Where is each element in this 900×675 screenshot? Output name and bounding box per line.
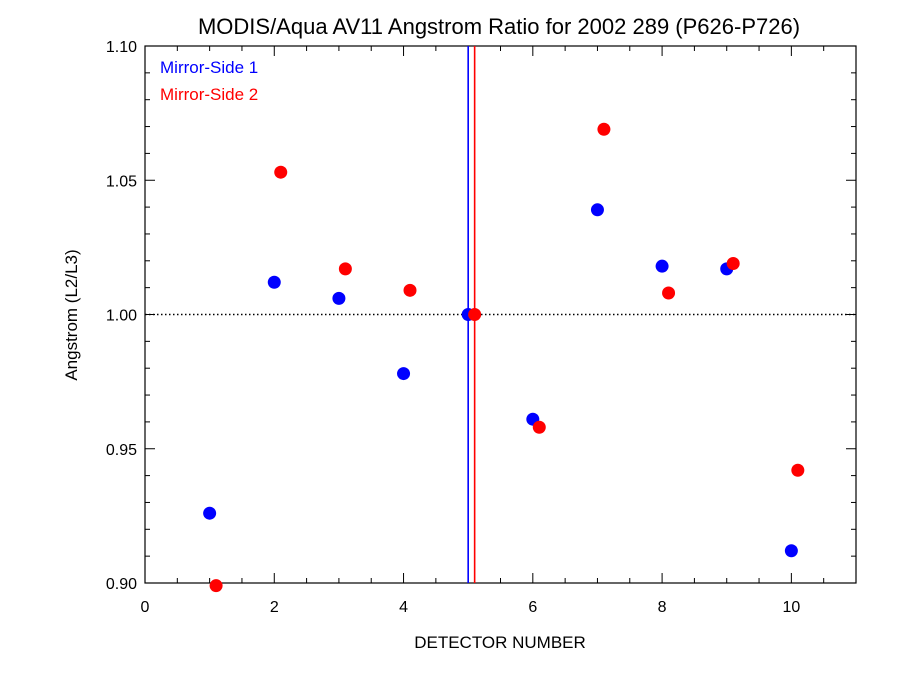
data-point-series-2 bbox=[209, 579, 223, 593]
x-axis-label: DETECTOR NUMBER bbox=[414, 633, 586, 652]
data-point-series-1 bbox=[397, 367, 411, 381]
x-tick-label: 0 bbox=[141, 599, 150, 616]
data-point-series-2 bbox=[274, 165, 288, 179]
data-point-series-1 bbox=[655, 259, 669, 273]
data-point-series-2 bbox=[662, 286, 676, 300]
y-tick-label: 1.10 bbox=[106, 39, 137, 56]
reference-lines bbox=[145, 46, 856, 583]
legend: Mirror-Side 1 Mirror-Side 2 bbox=[160, 58, 258, 104]
data-point-series-1 bbox=[332, 291, 346, 305]
legend-entry: Mirror-Side 1 bbox=[160, 58, 258, 77]
x-tick-label: 10 bbox=[782, 599, 800, 616]
y-tick-label: 0.95 bbox=[106, 442, 137, 459]
chart-title: MODIS/Aqua AV11 Angstrom Ratio for 2002 … bbox=[198, 14, 800, 39]
data-point-series-2 bbox=[791, 463, 805, 477]
data-point-series-2 bbox=[468, 308, 482, 321]
data-point-series-1 bbox=[784, 544, 798, 558]
data-point-series-2 bbox=[403, 283, 417, 297]
data-point-series-2 bbox=[726, 256, 740, 270]
data-points bbox=[203, 122, 805, 593]
data-point-series-2 bbox=[597, 122, 611, 136]
data-point-series-2 bbox=[338, 262, 352, 276]
data-point-series-1 bbox=[267, 275, 281, 289]
y-tick-label: 1.05 bbox=[106, 173, 137, 190]
y-tick-label: 1.00 bbox=[106, 308, 137, 325]
y-tick-label: 0.90 bbox=[106, 576, 137, 593]
y-axis-label: Angstrom (L2/L3) bbox=[62, 249, 81, 380]
data-point-series-1 bbox=[590, 203, 604, 217]
x-tick-label: 4 bbox=[399, 599, 408, 616]
data-point-series-2 bbox=[532, 420, 546, 434]
data-point-series-1 bbox=[203, 506, 217, 520]
x-tick-label: 6 bbox=[528, 599, 537, 616]
axes: 0 2 4 6 8 10 0.90 0.95 1.00 1.05 1.10 bbox=[106, 39, 857, 616]
x-tick-label: 8 bbox=[658, 599, 667, 616]
legend-entry: Mirror-Side 2 bbox=[160, 85, 258, 104]
x-tick-label: 2 bbox=[270, 599, 279, 616]
